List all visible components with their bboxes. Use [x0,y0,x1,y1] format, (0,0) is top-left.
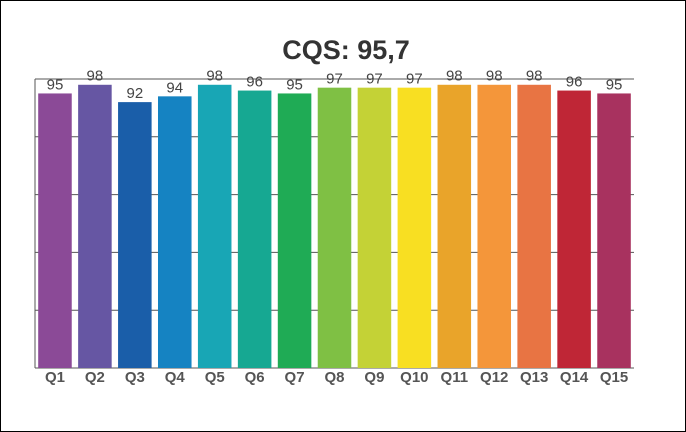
bar [357,87,392,369]
value-label: 92 [126,85,143,102]
x-tick-label: Q4 [165,369,186,386]
value-label: 95 [47,76,64,93]
x-tick-label: Q7 [285,369,305,386]
x-tick-label: Q12 [480,369,508,386]
value-label: 97 [366,71,383,88]
x-tick-label: Q6 [245,369,265,386]
x-tick-label: Q8 [324,369,344,386]
x-tick-label: Q13 [520,369,548,386]
x-tick-label: Q15 [600,369,628,386]
bar [557,90,591,368]
bar [437,84,472,368]
x-tick-label: Q5 [205,369,225,386]
bar [517,84,551,368]
value-label: 98 [486,68,503,85]
bar [237,90,272,368]
value-label: 97 [406,71,423,88]
chart-title: CQS: 95,7 [282,35,410,65]
bar [197,84,232,368]
x-tick-label: Q3 [125,369,145,386]
bar [118,102,152,369]
x-tick-label: Q10 [400,369,428,386]
value-label: 96 [566,74,583,91]
value-label: 96 [246,74,263,91]
value-label: 98 [446,68,463,85]
bar [277,93,312,368]
x-tick-label: Q9 [364,369,384,386]
bar [38,93,72,368]
x-tick-label: Q11 [441,369,469,386]
value-label: 94 [166,79,183,96]
value-label: 97 [326,71,343,88]
value-label: 95 [286,76,303,93]
bar [317,87,352,369]
bar [78,84,112,368]
x-tick-label: Q2 [85,369,105,386]
value-label: 98 [526,68,543,85]
bar [157,96,192,368]
bar [477,84,512,368]
x-tick-label: Q14 [560,369,589,386]
value-label: 98 [206,68,223,85]
value-label: 95 [606,76,623,93]
x-tick-label: Q1 [45,369,65,386]
value-label: 98 [87,68,104,85]
bar [397,87,432,369]
bar [597,93,631,368]
